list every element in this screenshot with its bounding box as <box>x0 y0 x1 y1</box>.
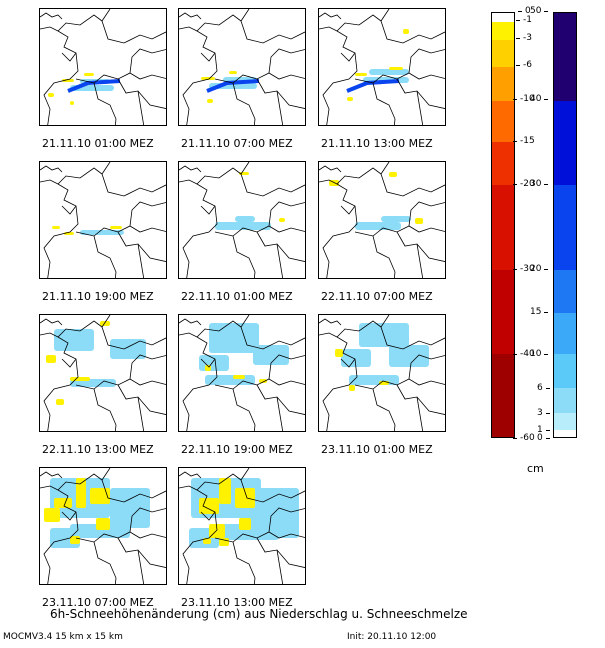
map-panel <box>39 467 167 585</box>
legend-tick: 0 <box>518 6 531 16</box>
legend-tick: 20 <box>530 264 550 274</box>
legend-color-swatch <box>492 21 514 40</box>
legend-color-swatch <box>492 13 514 22</box>
legend-tick: 30 <box>530 179 550 189</box>
panel-label: 21.11.10 13:00 MEZ <box>321 137 433 150</box>
panel-label: 23.11.10 01:00 MEZ <box>321 443 433 456</box>
legend-color-swatch <box>492 269 514 355</box>
legend-color-swatch <box>554 185 576 270</box>
map-panel <box>178 161 306 279</box>
legend-tick: -15 <box>513 136 535 146</box>
legend-color-swatch <box>554 269 576 313</box>
legend-tick: 0 <box>537 433 550 443</box>
legend-tick: 1 <box>537 425 550 435</box>
panel-label: 23.11.10 13:00 MEZ <box>181 596 293 609</box>
panel-label: 21.11.10 01:00 MEZ <box>42 137 154 150</box>
legend-color-swatch <box>492 142 514 186</box>
map-panel <box>39 161 167 279</box>
legend-tick: 10 <box>530 349 550 359</box>
figure-title: 6h-Schneehöhenänderung (cm) aus Niedersc… <box>50 607 468 621</box>
model-info: MOCMV3.4 15 km x 15 km <box>3 632 123 642</box>
legend-color-swatch <box>554 100 576 186</box>
map-panel <box>178 8 306 126</box>
legend-tick: 15 <box>530 307 550 317</box>
map-panel <box>39 8 167 126</box>
legend-tick: -60 <box>513 433 535 443</box>
legend-color-swatch <box>554 388 576 414</box>
legend-color-swatch <box>492 66 514 101</box>
legend-bar-positive <box>553 12 577 438</box>
map-panel <box>178 314 306 432</box>
legend-color-swatch <box>492 354 514 437</box>
legend-tick: -10 <box>513 94 535 104</box>
legend-unit: cm <box>527 462 544 475</box>
legend-color-swatch <box>554 312 576 355</box>
legend-tick: 50 <box>530 6 550 16</box>
map-panel <box>318 8 446 126</box>
legend-tick: 3 <box>537 408 550 418</box>
panel-label: 22.11.10 19:00 MEZ <box>181 443 293 456</box>
legend-color-swatch <box>554 13 576 101</box>
map-panel <box>318 314 446 432</box>
panel-label: 21.11.10 19:00 MEZ <box>42 290 154 303</box>
legend-tick: -6 <box>516 60 532 70</box>
legend-bar-negative <box>491 12 515 438</box>
legend-tick: -1 <box>516 15 532 25</box>
panel-label: 22.11.10 01:00 MEZ <box>181 290 293 303</box>
panel-label: 22.11.10 13:00 MEZ <box>42 443 154 456</box>
panel-label: 21.11.10 07:00 MEZ <box>181 137 293 150</box>
legend-tick: -30 <box>513 264 535 274</box>
map-panel <box>318 161 446 279</box>
legend-tick: -3 <box>516 33 532 43</box>
map-panel <box>178 467 306 585</box>
legend-color-swatch <box>492 185 514 270</box>
legend-color-swatch <box>492 100 514 143</box>
legend-tick: -40 <box>513 349 535 359</box>
legend-color-swatch <box>554 354 576 389</box>
legend-tick: -20 <box>513 179 535 189</box>
map-panel <box>39 314 167 432</box>
panel-label: 22.11.10 07:00 MEZ <box>321 290 433 303</box>
init-time: Init: 20.11.10 12:00 <box>347 632 437 642</box>
legend-tick: 40 <box>530 94 550 104</box>
legend-tick: 6 <box>537 383 550 393</box>
panel-label: 23.11.10 07:00 MEZ <box>42 596 154 609</box>
legend-color-swatch <box>554 413 576 431</box>
legend-color-swatch <box>492 39 514 67</box>
legend-color-swatch <box>554 430 576 437</box>
